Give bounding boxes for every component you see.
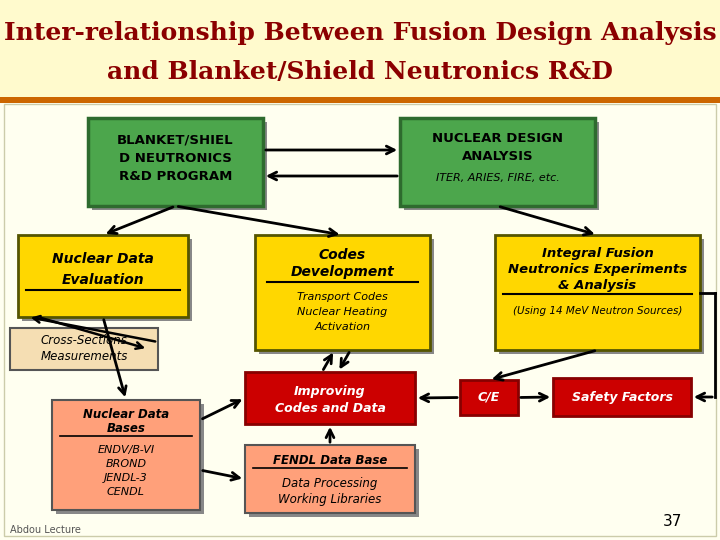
Text: Neutronics Experiments: Neutronics Experiments	[508, 262, 687, 275]
FancyBboxPatch shape	[0, 97, 720, 103]
Text: ANALYSIS: ANALYSIS	[462, 150, 534, 163]
Text: Abdou Lecture: Abdou Lecture	[9, 525, 81, 535]
Text: Codes and Data: Codes and Data	[274, 402, 385, 415]
FancyBboxPatch shape	[245, 372, 415, 424]
Text: BROND: BROND	[105, 459, 147, 469]
Text: Nuclear Data: Nuclear Data	[52, 252, 154, 266]
FancyBboxPatch shape	[249, 449, 419, 517]
Text: Transport Codes: Transport Codes	[297, 292, 388, 302]
Text: ITER, ARIES, FIRE, etc.: ITER, ARIES, FIRE, etc.	[436, 173, 559, 183]
Text: CENDL: CENDL	[107, 487, 145, 497]
FancyBboxPatch shape	[88, 118, 263, 206]
FancyBboxPatch shape	[259, 239, 434, 354]
FancyBboxPatch shape	[4, 104, 716, 536]
Text: and Blanket/Shield Neutronics R&D: and Blanket/Shield Neutronics R&D	[107, 60, 613, 84]
FancyBboxPatch shape	[460, 380, 518, 415]
Text: Cross-Sections: Cross-Sections	[40, 334, 127, 348]
FancyBboxPatch shape	[18, 235, 188, 317]
FancyBboxPatch shape	[92, 122, 267, 210]
FancyBboxPatch shape	[404, 122, 599, 210]
Text: Data Processing: Data Processing	[282, 476, 378, 489]
Text: R&D PROGRAM: R&D PROGRAM	[119, 170, 232, 183]
FancyBboxPatch shape	[52, 400, 200, 510]
Text: Working Libraries: Working Libraries	[279, 492, 382, 505]
Text: (Using 14 MeV Neutron Sources): (Using 14 MeV Neutron Sources)	[513, 306, 682, 316]
FancyBboxPatch shape	[400, 118, 595, 206]
Text: & Analysis: & Analysis	[559, 279, 636, 292]
FancyBboxPatch shape	[255, 235, 430, 350]
Text: Codes: Codes	[319, 248, 366, 262]
Text: Development: Development	[291, 265, 395, 279]
Text: BLANKET/SHIEL: BLANKET/SHIEL	[117, 133, 234, 146]
Text: Integral Fusion: Integral Fusion	[541, 246, 653, 260]
Text: Bases: Bases	[107, 422, 145, 435]
Text: Safety Factors: Safety Factors	[572, 390, 672, 403]
Text: Inter-relationship Between Fusion Design Analysis: Inter-relationship Between Fusion Design…	[4, 21, 716, 45]
Text: Measurements: Measurements	[40, 349, 127, 362]
Text: Nuclear Heating: Nuclear Heating	[297, 307, 387, 317]
FancyBboxPatch shape	[495, 235, 700, 350]
Text: D NEUTRONICS: D NEUTRONICS	[119, 152, 232, 165]
Text: Improving: Improving	[294, 384, 366, 397]
FancyBboxPatch shape	[10, 328, 158, 370]
Text: Activation: Activation	[315, 322, 371, 332]
Text: JENDL-3: JENDL-3	[104, 473, 148, 483]
Text: Evaluation: Evaluation	[62, 273, 144, 287]
FancyBboxPatch shape	[553, 378, 691, 416]
FancyBboxPatch shape	[245, 445, 415, 513]
Text: C/E: C/E	[478, 391, 500, 404]
FancyBboxPatch shape	[56, 404, 204, 514]
FancyBboxPatch shape	[22, 239, 192, 321]
Text: 37: 37	[662, 515, 682, 530]
Text: Nuclear Data: Nuclear Data	[83, 408, 169, 422]
Text: NUCLEAR DESIGN: NUCLEAR DESIGN	[432, 132, 563, 145]
FancyBboxPatch shape	[0, 0, 720, 102]
Text: ENDV/B-VI: ENDV/B-VI	[97, 445, 155, 455]
Text: FENDL Data Base: FENDL Data Base	[273, 454, 387, 467]
FancyBboxPatch shape	[499, 239, 704, 354]
